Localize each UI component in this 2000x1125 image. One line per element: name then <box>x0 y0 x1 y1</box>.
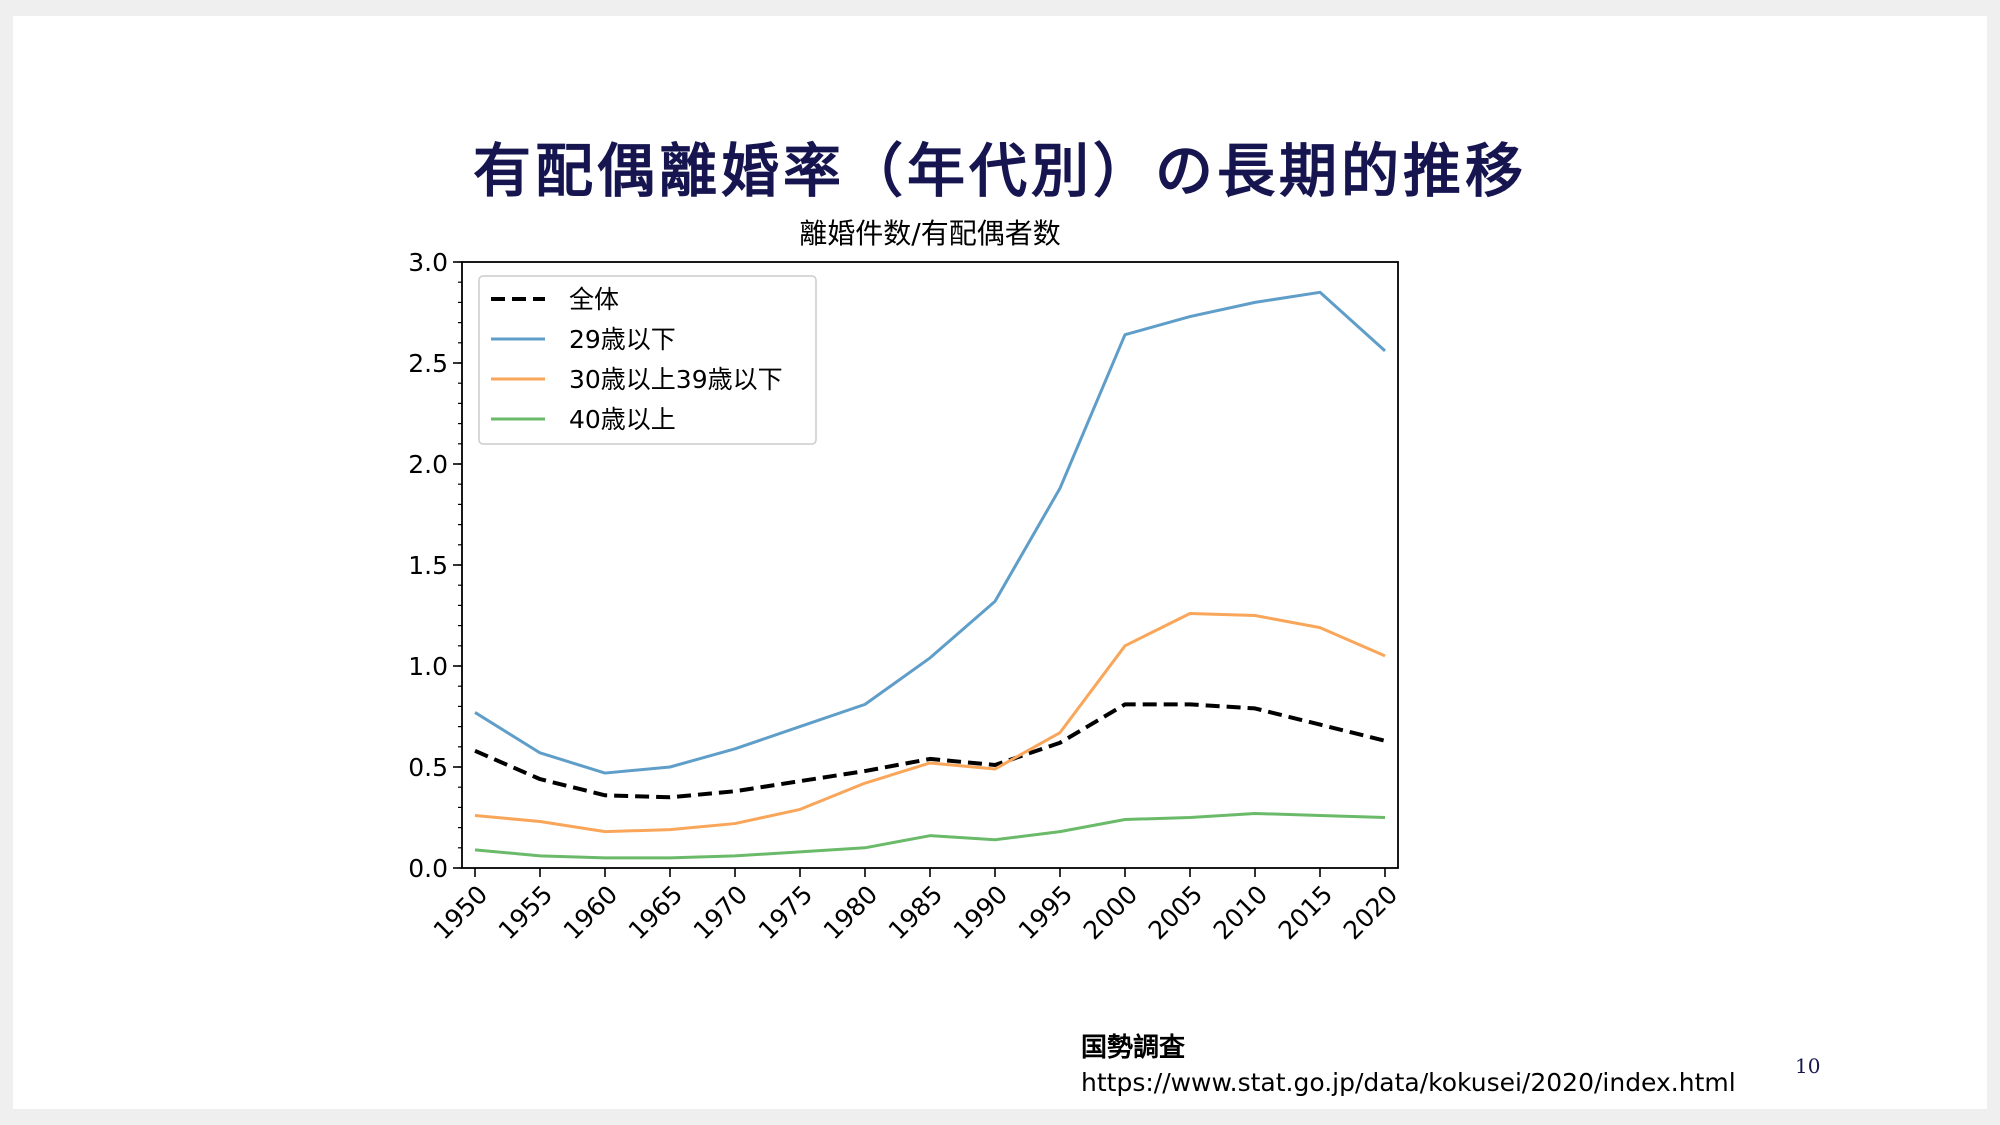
x-tick-label: 2010 <box>1208 880 1273 945</box>
x-tick-label: 1975 <box>753 880 818 945</box>
slide: 有配偶離婚率（年代別）の長期的推移 国勢調査 https://www.stat.… <box>13 16 1987 1109</box>
x-tick-label: 1990 <box>948 880 1013 945</box>
y-tick-label: 1.5 <box>408 551 448 580</box>
legend-label: 全体 <box>569 285 619 314</box>
legend-label: 30歳以上39歳以下 <box>569 365 783 394</box>
x-tick-label: 1950 <box>428 880 493 945</box>
y-tick-label: 1.0 <box>408 652 448 681</box>
x-tick-label: 1980 <box>818 880 883 945</box>
legend-label: 40歳以上 <box>569 405 676 434</box>
series-line-1 <box>474 702 1386 800</box>
chart-title: 離婚件数/有配偶者数 <box>799 217 1060 250</box>
x-tick-label: 1965 <box>623 880 688 945</box>
series-line-4 <box>474 811 1386 860</box>
source-url: https://www.stat.go.jp/data/kokusei/2020… <box>1081 1068 1736 1097</box>
slide-title: 有配偶離婚率（年代別）の長期的推移 <box>472 137 1527 205</box>
x-tick-label: 1970 <box>688 880 753 945</box>
x-tick-label: 2020 <box>1338 880 1403 945</box>
series-line-3 <box>474 611 1386 834</box>
page-number: 10 <box>1795 1054 1821 1078</box>
y-tick-label: 0.5 <box>408 753 448 782</box>
x-tick-label: 1985 <box>883 880 948 945</box>
x-tick-label: 1995 <box>1013 880 1078 945</box>
y-tick-label: 3.0 <box>408 248 448 277</box>
series-line-2 <box>474 290 1387 775</box>
y-tick-label: 2.5 <box>408 349 448 378</box>
y-tick-label: 2.0 <box>408 450 448 479</box>
x-tick-label: 2015 <box>1273 880 1338 945</box>
x-tick-label: 1955 <box>493 880 558 945</box>
source-title: 国勢調査 <box>1081 1033 1186 1063</box>
x-tick-label: 2000 <box>1078 880 1143 945</box>
y-tick-label: 0.0 <box>408 854 448 883</box>
x-tick-label: 1960 <box>558 880 623 945</box>
legend-box <box>478 275 817 445</box>
x-tick-label: 2005 <box>1143 880 1208 945</box>
legend-label: 29歳以下 <box>569 325 676 354</box>
